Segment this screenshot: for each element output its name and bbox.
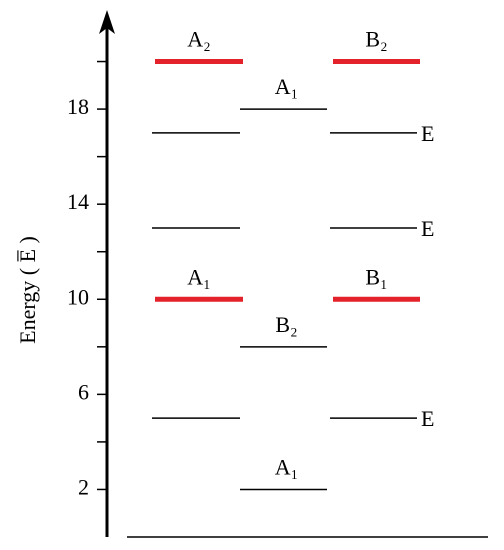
- level-side-label: E: [421, 216, 434, 241]
- level-side-label: E: [421, 121, 434, 146]
- level-label: A₁: [275, 74, 299, 99]
- y-tick-label: 10: [67, 284, 89, 309]
- axis-arrow: [99, 10, 115, 34]
- level-label: B₁: [365, 264, 387, 289]
- level-label: B₂: [275, 312, 297, 337]
- level-label: A₂: [187, 27, 211, 52]
- level-label: A₁: [275, 455, 299, 480]
- y-axis-label: Energy ( E̅ ): [15, 236, 40, 344]
- y-tick-label: 14: [67, 189, 89, 214]
- level-side-label: E: [421, 406, 434, 431]
- level-label: A₁: [187, 264, 211, 289]
- y-tick-label: 18: [67, 94, 89, 119]
- level-label: B₂: [365, 27, 387, 52]
- y-tick-label: 6: [78, 379, 89, 404]
- y-tick-label: 2: [78, 475, 89, 500]
